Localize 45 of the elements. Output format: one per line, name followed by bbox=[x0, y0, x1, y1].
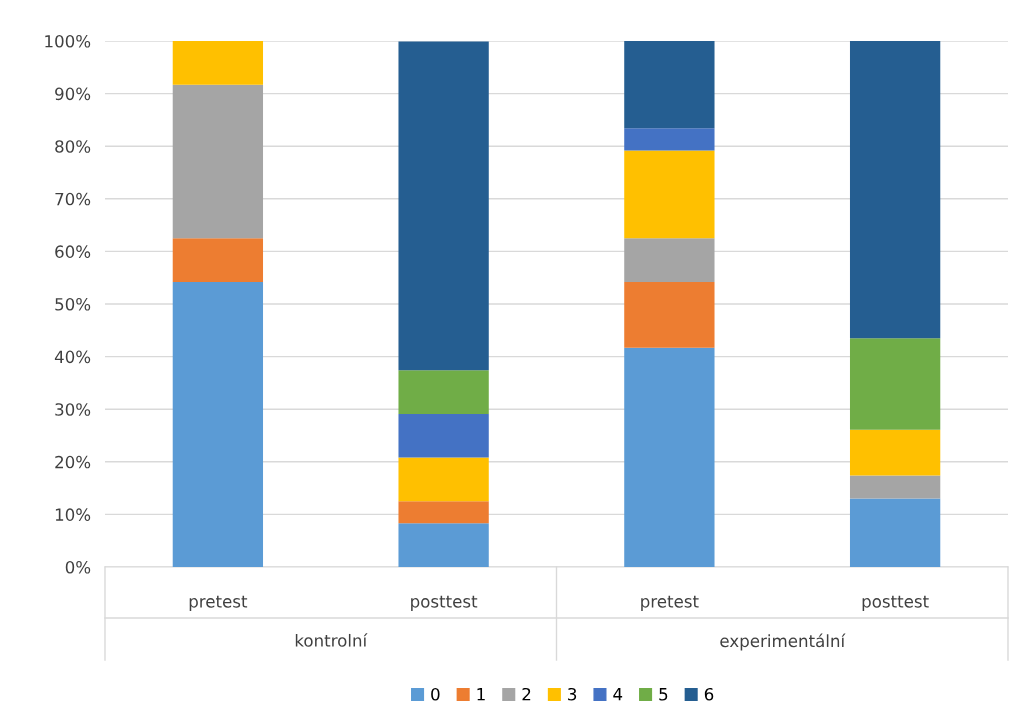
bar bbox=[849, 475, 941, 499]
bar bbox=[172, 84, 264, 239]
bar bbox=[398, 370, 489, 414]
y-tick-label: 0% bbox=[65, 560, 91, 574]
bar bbox=[849, 41, 941, 339]
y-tick-label: 10% bbox=[55, 508, 91, 521]
x-tick-label: posttest bbox=[862, 595, 929, 611]
bar bbox=[624, 238, 715, 282]
bar bbox=[624, 347, 715, 567]
bar bbox=[172, 281, 264, 567]
legend-label: 1 bbox=[477, 688, 485, 701]
y-tick-label: 100% bbox=[45, 34, 91, 48]
y-tick-label: 30% bbox=[55, 403, 91, 416]
bar bbox=[624, 128, 715, 151]
bar bbox=[849, 338, 941, 430]
legend-label: 5 bbox=[659, 688, 668, 701]
text: experimentální bbox=[720, 633, 846, 651]
text: kontrolní bbox=[295, 633, 368, 647]
bar bbox=[398, 523, 489, 567]
y-tick-label: 50% bbox=[55, 297, 91, 311]
bar bbox=[398, 457, 489, 502]
legend-label: 6 bbox=[704, 687, 714, 701]
bar bbox=[624, 41, 715, 129]
y-tick-label: 90% bbox=[55, 87, 91, 101]
bar bbox=[849, 498, 941, 567]
bar bbox=[624, 150, 715, 239]
x-tick-label: pretest bbox=[189, 595, 248, 611]
bar bbox=[172, 41, 264, 85]
bar bbox=[398, 413, 489, 458]
legend-label: 2 bbox=[522, 687, 531, 701]
bar bbox=[398, 41, 489, 371]
legend-label: 3 bbox=[568, 687, 577, 701]
y-tick-label: 40% bbox=[54, 350, 91, 364]
y-tick-label: 80% bbox=[55, 140, 91, 153]
y-tick-label: 20% bbox=[55, 455, 91, 469]
legend-label: 4 bbox=[613, 688, 623, 701]
y-tick-label: 60% bbox=[55, 245, 91, 258]
bar bbox=[172, 238, 264, 282]
x-tick-label: posttest bbox=[411, 595, 478, 611]
y-tick-label: 70% bbox=[55, 192, 91, 206]
bar bbox=[624, 281, 715, 348]
bar bbox=[849, 429, 941, 476]
legend-label: 0 bbox=[431, 687, 440, 701]
bar bbox=[398, 501, 489, 524]
x-tick-label: pretest bbox=[641, 595, 699, 611]
